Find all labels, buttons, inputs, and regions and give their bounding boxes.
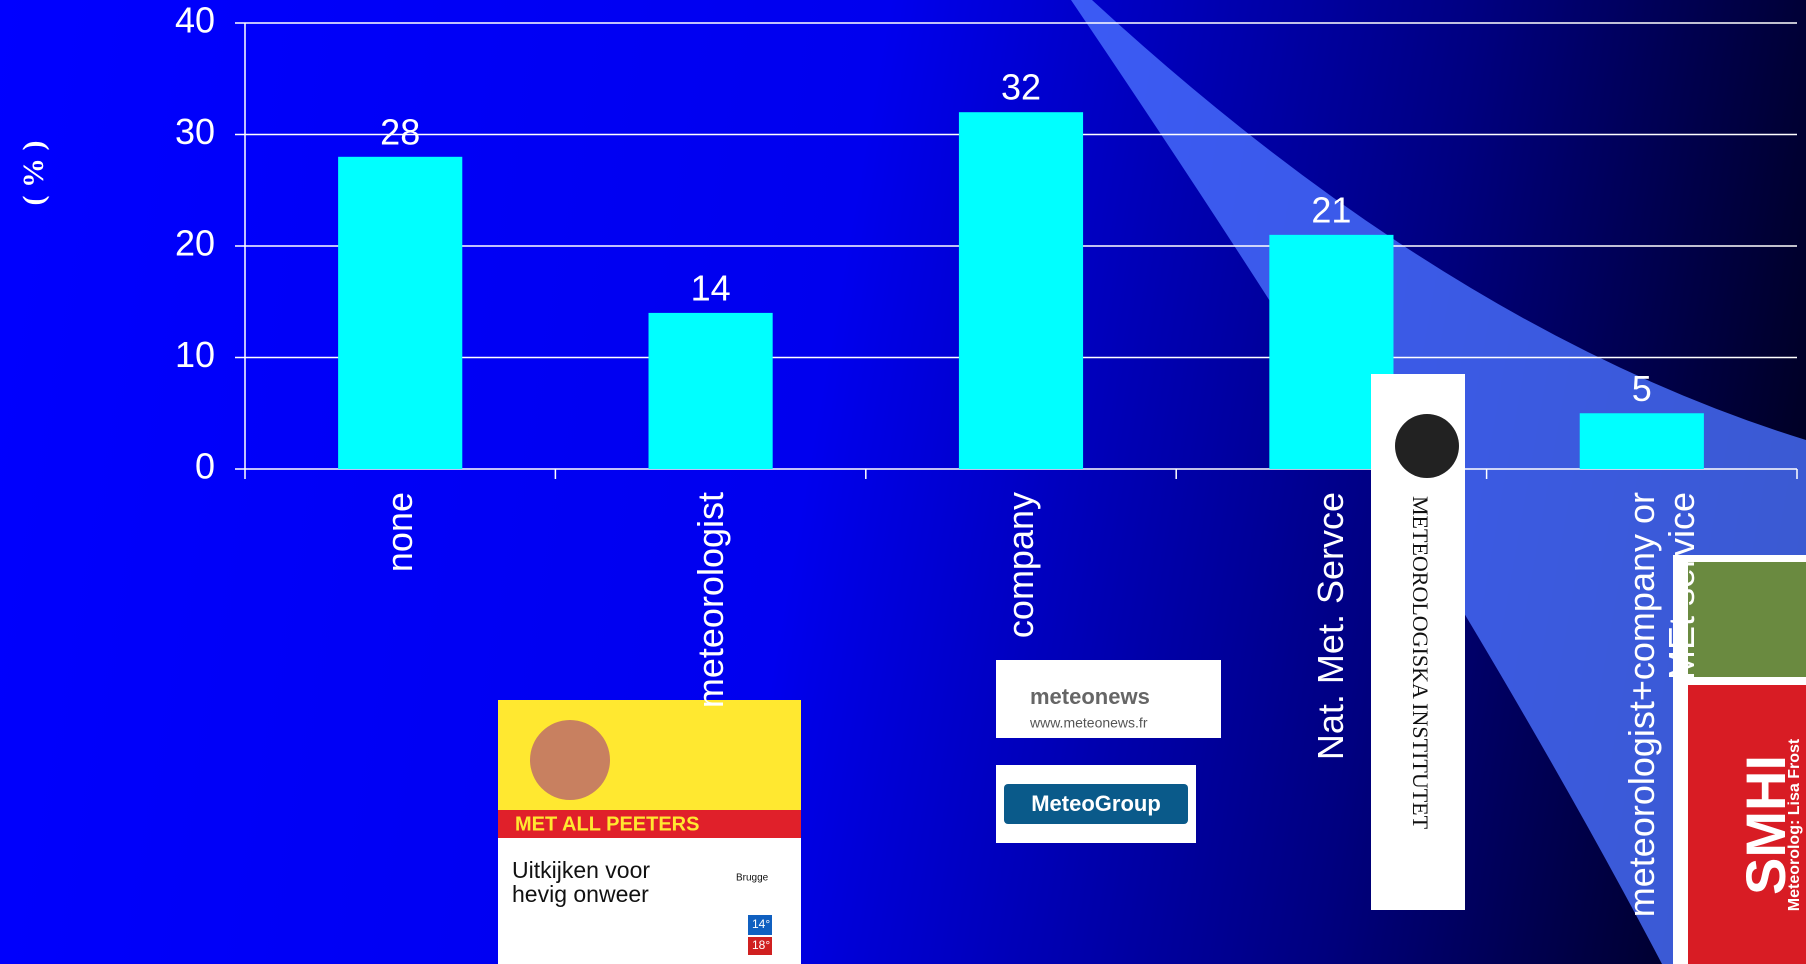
y-tick-label: 0 — [195, 446, 215, 487]
x-tick-label: Nat. Met. Servce — [1310, 492, 1352, 761]
y-axis-title: ( % ) — [17, 141, 50, 206]
y-tick-label: 40 — [175, 0, 215, 41]
newspaper-logo: MET ALL PEETERS Uitkijken voor hevig onw… — [498, 700, 801, 964]
meteonews-url: www.meteonews.fr — [1029, 715, 1148, 731]
newspaper-masthead: MET ALL PEETERS — [515, 813, 699, 835]
bar — [1579, 413, 1704, 469]
data-label: 21 — [1311, 189, 1351, 230]
smhi-logo: SMHI Meteorolog: Lisa Frost — [1673, 555, 1806, 964]
bar — [648, 312, 773, 469]
met-institute-logo: METEOROLOGISKA INSTITUTET — [1371, 374, 1465, 910]
data-label: 28 — [380, 111, 420, 152]
newspaper-headline: Uitkijken voor hevig onweer — [512, 858, 651, 907]
meteonews-logo: meteonews www.meteonews.fr — [996, 660, 1221, 738]
x-tick-label: meteorologist — [689, 492, 731, 709]
met-institute-name: METEOROLOGISKA INSTITUTET — [1408, 496, 1433, 830]
data-label: 5 — [1632, 368, 1652, 409]
bar — [338, 156, 463, 470]
meteonews-name: meteonews — [1030, 684, 1150, 709]
meteogroup-name: MeteoGroup — [1031, 791, 1161, 816]
smhi-name: SMHI — [1734, 755, 1797, 895]
x-tick-label: company — [1000, 492, 1041, 639]
newspaper-city: Brugge — [736, 873, 769, 884]
y-tick-label: 30 — [175, 111, 215, 152]
data-label: 14 — [691, 267, 731, 308]
x-tick-label: meteorologist+company or MEt service — [1620, 492, 1702, 918]
y-tick-label: 10 — [175, 334, 215, 375]
smhi-person: Meteorolog: Lisa Frost — [1786, 738, 1803, 911]
data-label: 32 — [1001, 67, 1041, 108]
x-tick-label: none — [379, 492, 421, 573]
temp-high: 18° — [752, 938, 770, 952]
y-tick-label: 20 — [175, 223, 215, 264]
bar — [958, 112, 1084, 469]
meteogroup-logo: MeteoGroup — [996, 765, 1196, 843]
temp-low: 14° — [752, 917, 770, 931]
